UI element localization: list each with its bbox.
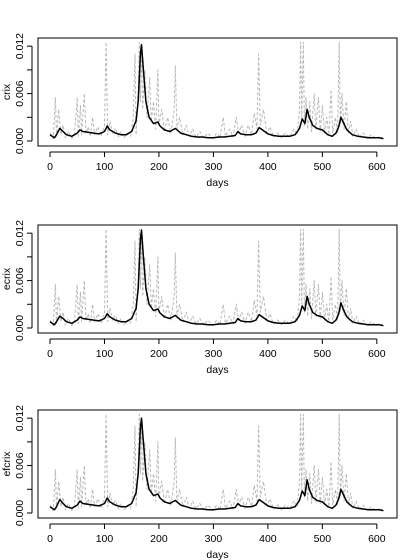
plot-frame	[37, 409, 398, 519]
x-tick-label: 500	[314, 533, 332, 545]
x-tick-label: 200	[150, 533, 168, 545]
y-axis-label: efcrix	[1, 451, 13, 477]
x-tick-label: 300	[205, 533, 223, 545]
x-tick-label: 400	[259, 161, 277, 173]
y-tick-label: 0.000	[14, 315, 26, 341]
y-tick-label: 0.006	[14, 267, 26, 293]
solid-series-line	[49, 229, 384, 327]
x-tick-label: 400	[259, 533, 277, 545]
x-tick-label: 400	[259, 348, 277, 360]
y-axis-label: ecrix	[1, 267, 13, 290]
x-tick-label: 300	[205, 161, 223, 173]
y-axis-label: crix	[1, 83, 13, 100]
x-axis-label: days	[206, 549, 228, 560]
chart-panel: 0 100 200 300 400 500 600 0.000 0.006 0.012 days ec…	[1, 220, 398, 376]
x-tick-label: 100	[96, 348, 114, 360]
y-tick-label: 0.012	[14, 405, 26, 431]
x-tick-label: 0	[47, 161, 53, 173]
x-tick-label: 500	[314, 348, 332, 360]
y-tick-label: 0.006	[14, 452, 26, 478]
x-tick-label: 600	[368, 348, 386, 360]
x-tick-label: 100	[96, 161, 114, 173]
x-tick-label: 200	[150, 161, 168, 173]
solid-series-line	[49, 43, 384, 140]
y-tick-label: 0.000	[14, 128, 26, 154]
solid-series-line	[49, 417, 384, 512]
plot-frame	[37, 37, 398, 147]
x-tick-label: 0	[47, 533, 53, 545]
y-tick-label: 0.012	[14, 220, 26, 246]
chart-panel: 0 100 200 300 400 500 600 0.000 0.006 0.012 days cr…	[1, 33, 398, 189]
x-axis-label: days	[206, 364, 228, 376]
y-tick-label: 0.000	[14, 500, 26, 526]
x-tick-label: 600	[368, 533, 386, 545]
x-tick-label: 200	[150, 348, 168, 360]
plot-frame	[37, 224, 398, 334]
x-tick-label: 0	[47, 348, 53, 360]
x-tick-label: 600	[368, 161, 386, 173]
y-tick-label: 0.006	[14, 80, 26, 106]
x-axis-label: days	[206, 177, 228, 189]
dashed-series-line	[49, 413, 384, 512]
dashed-series-line	[49, 228, 384, 327]
x-tick-label: 500	[314, 161, 332, 173]
chart-panel: 0 100 200 300 400 500 600 0.000 0.006 0.012 days ef…	[1, 405, 398, 560]
x-tick-label: 300	[205, 348, 223, 360]
dashed-series-line	[49, 41, 384, 140]
y-tick-label: 0.012	[14, 33, 26, 59]
x-tick-label: 100	[96, 533, 114, 545]
